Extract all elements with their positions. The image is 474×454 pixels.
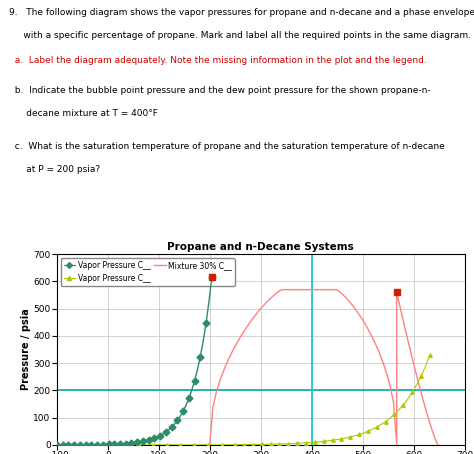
Title: Propane and n-Decane Systems: Propane and n-Decane Systems	[167, 242, 354, 252]
Text: a.  Label the diagram adequately. Note the missing information in the plot and t: a. Label the diagram adequately. Note th…	[9, 56, 427, 65]
Text: decane mixture at T = 400°F: decane mixture at T = 400°F	[9, 109, 158, 118]
Text: c.  What is the saturation temperature of propane and the saturation temperature: c. What is the saturation temperature of…	[9, 143, 445, 151]
Legend: Vapor Pressure C__, Vapor Pressure C__, Mixture 30% C__: Vapor Pressure C__, Vapor Pressure C__, …	[61, 258, 235, 286]
Text: b.  Indicate the bubble point pressure and the dew point pressure for the shown : b. Indicate the bubble point pressure an…	[9, 86, 431, 95]
Text: 9.   The following diagram shows the vapor pressures for propane and n-decane an: 9. The following diagram shows the vapor…	[9, 8, 474, 17]
Text: at P = 200 psia?: at P = 200 psia?	[9, 165, 100, 174]
Y-axis label: Pressure / psia: Pressure / psia	[20, 309, 31, 390]
Text: with a specific percentage of propane. Mark and label all the required points in: with a specific percentage of propane. M…	[9, 30, 472, 39]
